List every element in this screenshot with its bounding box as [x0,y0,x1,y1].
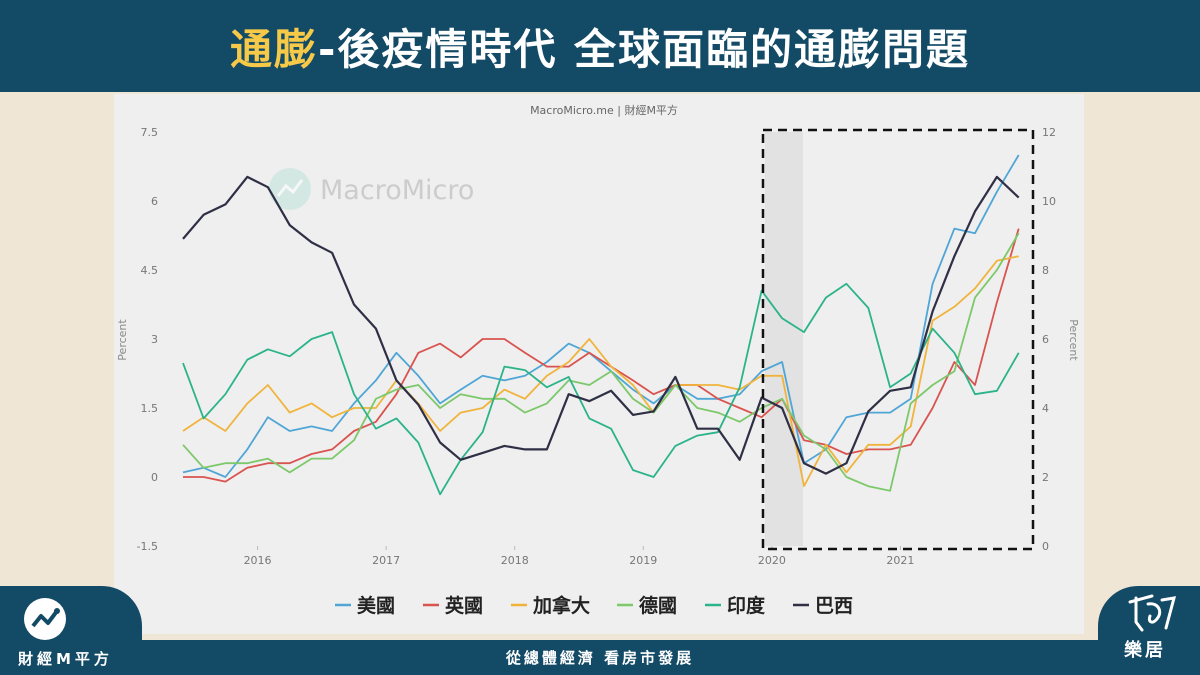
annotation-dashed-box [761,128,1035,551]
y-axis-right-label: Percent [1067,319,1080,361]
y-tick-left-3: 3 [151,333,158,346]
inflation-line-chart: MacroMicro.me | 財經M平方 MacroMicro 7.5 6 4.5… [116,103,1080,617]
y-axis-right: 12 10 8 6 4 2 0 [1042,126,1056,553]
footer-bar: 從總體經濟 看房市發展 [0,640,1200,675]
series-line-1 [183,228,1020,483]
series-line-0 [182,154,1020,478]
x-tick-2: 2018 [501,554,529,567]
right-brand-name: 樂居 [1124,640,1166,661]
legend-label-4: 印度 [727,594,766,617]
watermark: MacroMicro [269,168,474,210]
watermark-text: MacroMicro [320,175,474,206]
y-tick-left-6: -1.5 [137,540,158,553]
legend-label-0: 美國 [357,594,395,617]
series-line-5 [182,175,1020,475]
y-axis-left: 7.5 6 4.5 3 1.5 0 -1.5 [137,126,158,553]
legend-label-2: 加拿大 [532,594,590,617]
series-line-4 [182,282,1020,496]
left-brand-name: 財經M平方 [18,650,113,668]
x-tick-3: 2019 [629,554,657,567]
macromicro-chart-glyph [31,608,60,628]
x-tick-4: 2020 [758,554,786,567]
y-tick-left-5: 0 [151,471,158,484]
x-tick-1: 2017 [372,554,400,567]
title-highlight: 通膨 [229,24,318,74]
x-axis: 2016 2017 2018 2019 2020 2021 [244,546,914,567]
macromicro-chart-icon [24,598,66,640]
y-tick-left-0: 7.5 [141,126,159,139]
legend-label-3: 德國 [639,594,677,617]
watermark-icon-line [276,179,304,197]
legend: 美國 英國 加拿大 德國 印度 巴西 [335,594,853,617]
y-tick-right-6: 0 [1042,540,1049,553]
header-bar: 通膨-後疫情時代 全球面臨的通膨問題 [0,0,1200,92]
chart-panel: MacroMicro.me | 財經M平方 MacroMicro 7.5 6 4.5… [114,94,1084,634]
y-tick-right-2: 8 [1042,264,1049,277]
source-label: MacroMicro.me | 財經M平方 [530,103,678,117]
x-tick-0: 2016 [244,554,272,567]
y-tick-left-2: 4.5 [141,264,159,277]
y-tick-right-3: 6 [1042,333,1049,346]
title-rest: -後疫情時代 全球面臨的通膨問題 [317,24,971,74]
macromicro-logo: 財經M平方 [0,586,142,675]
series-line-2 [182,255,1019,488]
legend-label-5: 巴西 [815,595,853,617]
highlight-band [765,132,803,546]
footer-tagline: 從總體經濟 看房市發展 [505,649,695,667]
leju-logo: 樂居 [1098,586,1200,675]
series-line-3 [182,232,1020,492]
x-tick-5: 2021 [886,554,914,567]
y-tick-right-0: 12 [1042,126,1056,139]
y-tick-right-4: 4 [1042,402,1049,415]
y-tick-right-1: 10 [1042,195,1056,208]
y-axis-left-label: Percent [116,319,129,361]
series-lines [182,154,1020,496]
y-tick-left-1: 6 [151,195,158,208]
y-tick-right-5: 2 [1042,471,1049,484]
leju-logo-icon [1128,594,1177,632]
page-title: 通膨-後疫情時代 全球面臨的通膨問題 [230,16,970,77]
y-tick-left-4: 1.5 [141,402,159,415]
legend-label-1: 英國 [445,594,483,617]
